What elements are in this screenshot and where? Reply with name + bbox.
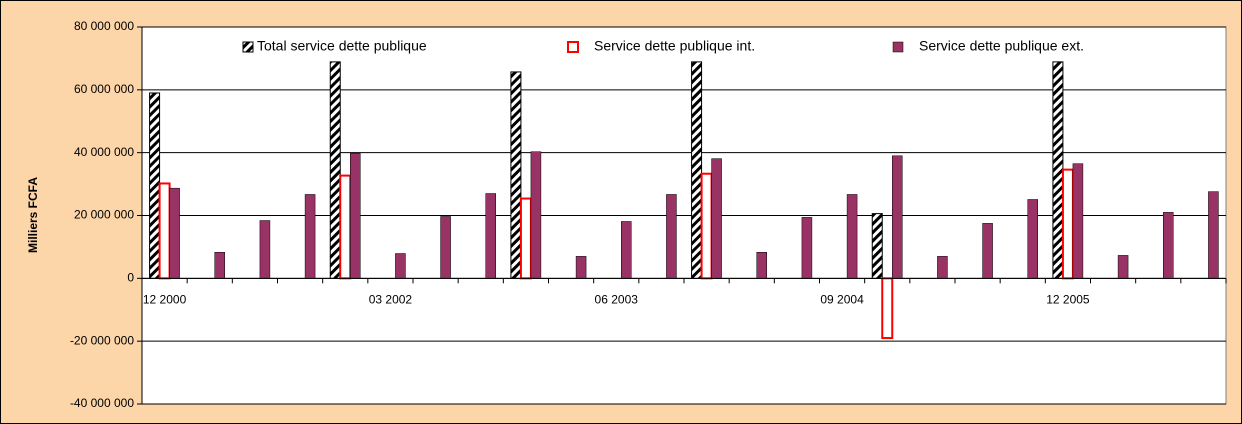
bar	[666, 194, 677, 279]
bar	[700, 172, 713, 280]
x-tick-label: 12 2000	[143, 293, 187, 307]
legend-label: Service dette publique ext.	[919, 38, 1084, 54]
y-tick-label: -20 000 000	[70, 333, 134, 347]
bar	[259, 220, 271, 279]
bar	[1163, 212, 1174, 279]
bar	[485, 193, 496, 279]
bar	[1208, 191, 1219, 279]
legend-marker	[892, 41, 904, 53]
bar	[1052, 61, 1064, 279]
legend-marker	[242, 41, 254, 53]
bar	[691, 61, 703, 279]
bar	[214, 252, 225, 279]
y-tick-label: 80 000 000	[74, 19, 134, 33]
bar	[350, 153, 361, 279]
x-tick-label: 03 2002	[369, 293, 413, 307]
y-tick-label: 20 000 000	[74, 208, 134, 222]
bar	[801, 217, 813, 279]
y-axis-title: Milliers FCFA	[26, 177, 40, 253]
bar	[395, 253, 406, 279]
bar	[621, 221, 632, 279]
bar	[1072, 163, 1084, 279]
legend-label: Service dette publique int.	[594, 38, 755, 54]
bar	[756, 252, 767, 279]
bar	[169, 187, 180, 279]
legend-label: Total service dette publique	[257, 38, 427, 54]
bar	[339, 174, 352, 280]
x-tick-label: 06 2003	[595, 293, 639, 307]
bar	[937, 256, 948, 279]
bar	[530, 151, 542, 279]
bar	[575, 256, 587, 279]
bar	[846, 194, 858, 279]
bar	[881, 277, 894, 340]
bar	[711, 158, 722, 279]
bar	[329, 61, 341, 279]
bar	[440, 216, 451, 279]
bar	[871, 213, 883, 279]
y-tick-label: 0	[127, 271, 134, 285]
x-tick-label: 12 2005	[1046, 293, 1090, 307]
bar	[982, 223, 993, 279]
bar	[892, 155, 903, 279]
bar	[519, 197, 532, 280]
y-tick-label: -40 000 000	[70, 396, 134, 410]
y-tick-label: 60 000 000	[74, 82, 134, 96]
bar	[1117, 255, 1129, 279]
x-tick-label: 09 2004	[820, 293, 864, 307]
bar	[1061, 168, 1074, 280]
legend-marker	[567, 41, 579, 53]
bar	[158, 182, 171, 280]
bar	[510, 71, 522, 279]
bar	[149, 92, 161, 279]
y-tick-label: 40 000 000	[74, 145, 134, 159]
bar	[304, 194, 316, 279]
bar	[1027, 199, 1038, 279]
